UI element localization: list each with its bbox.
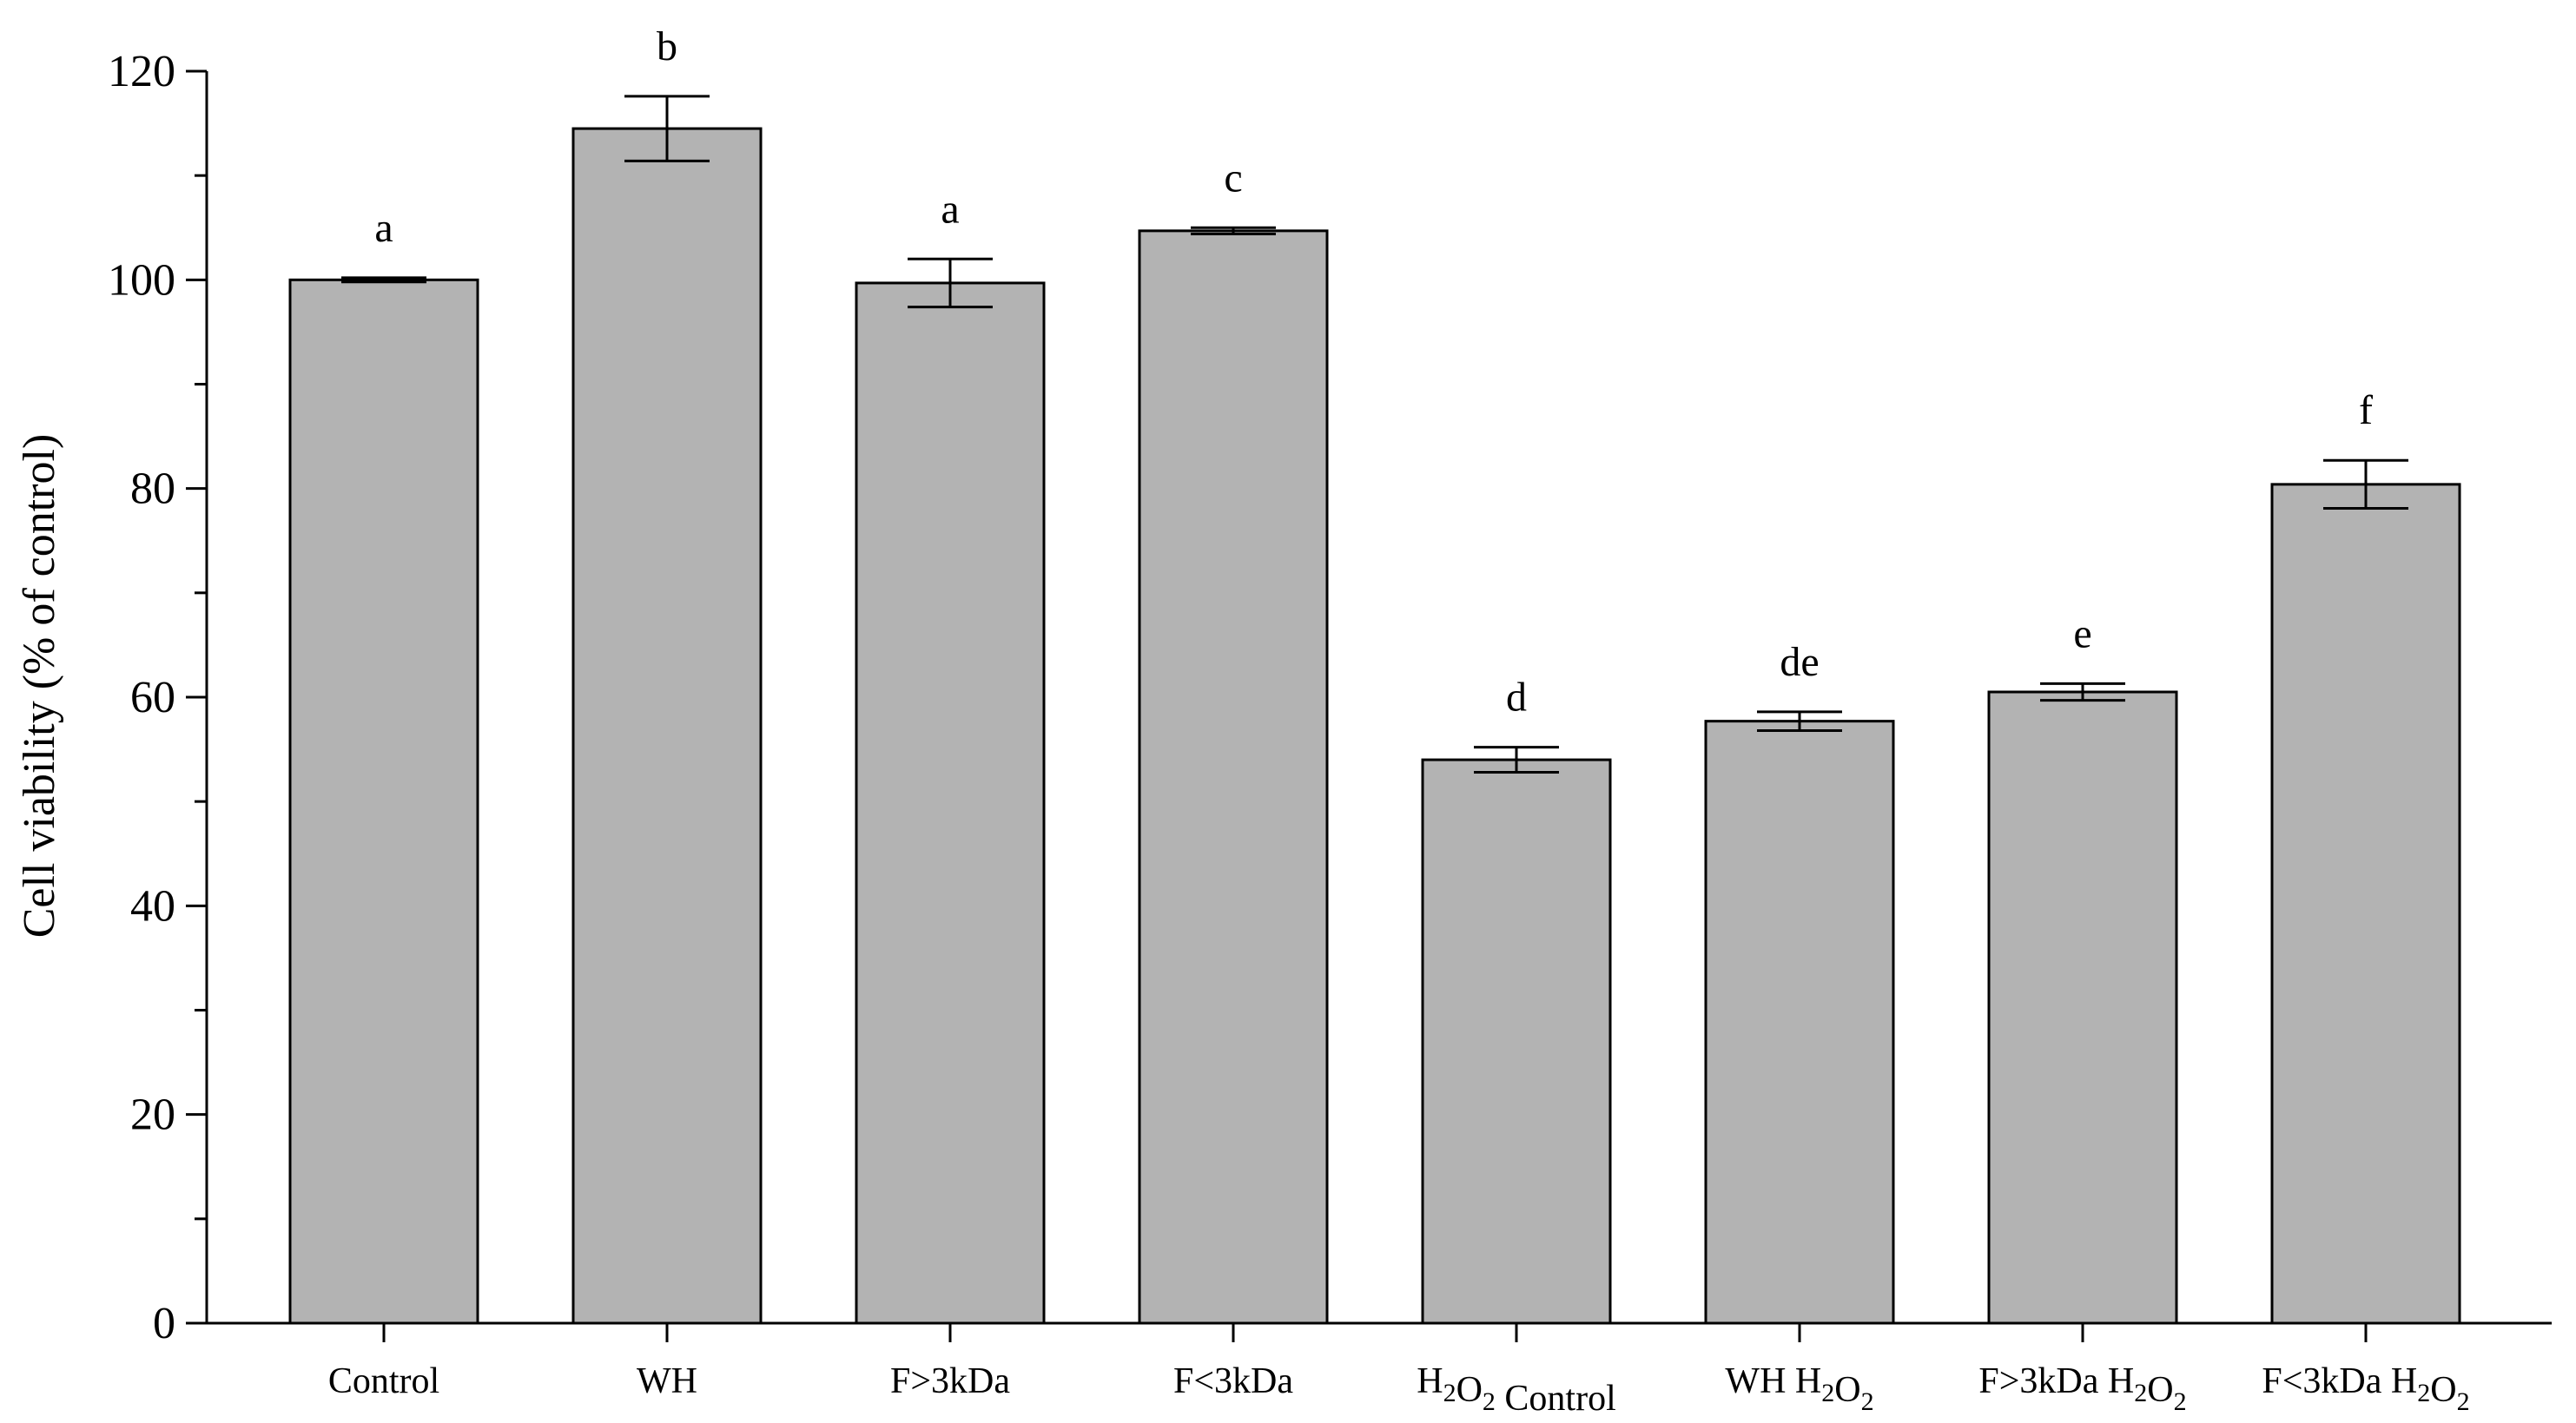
x-tick-label-1: Control <box>328 1361 439 1401</box>
significance-label-3: a <box>941 186 959 232</box>
x-tick-label-4: F<3kDa <box>1173 1361 1293 1401</box>
significance-label-7: e <box>2073 610 2091 656</box>
error-bar-1 <box>341 276 426 284</box>
x-tick-label-8: F<3kDa H2O2 <box>2262 1361 2469 1416</box>
x-tick-label-6: WH H2O2 <box>1725 1361 1873 1416</box>
x-tick-label-5: H2O2 Control <box>1417 1361 1616 1419</box>
significance-label-5: d <box>1506 675 1527 721</box>
bar-4 <box>1138 229 1329 1325</box>
significance-label-8: f <box>2359 387 2373 433</box>
error-bar-6 <box>1757 710 1842 732</box>
bar-6 <box>1704 720 1895 1325</box>
x-tick-label-3: F>3kDa <box>890 1361 1010 1401</box>
bar-5 <box>1421 758 1612 1325</box>
y-tick-label: 80 <box>130 464 175 514</box>
y-tick-label: 40 <box>130 881 175 931</box>
significance-label-6: de <box>1780 639 1819 685</box>
error-bar-7 <box>2040 682 2125 702</box>
bars-group <box>288 127 2461 1325</box>
error-bar-5 <box>1474 746 1559 774</box>
x-axis: Control WH F>3kDa F<3kDa H2O2 Control WH H2O2… <box>207 1321 2552 1419</box>
y-axis: 0 20 40 60 80 100 120 <box>108 47 208 1348</box>
significance-labels-group: a b a c d de e f <box>374 23 2373 721</box>
x-tick-label-7: F>3kDa H2O2 <box>1978 1361 2186 1416</box>
y-tick-label: 120 <box>108 47 175 96</box>
error-bars-group <box>341 95 2408 774</box>
error-bar-8 <box>2323 458 2408 510</box>
y-axis-title: Cell viability (% of control) <box>15 434 64 939</box>
significance-label-2: b <box>657 23 677 69</box>
bar-1 <box>288 278 479 1325</box>
error-bar-2 <box>624 95 710 162</box>
error-bar-4 <box>1191 226 1276 235</box>
bar-7 <box>1987 690 2178 1325</box>
y-tick-label: 100 <box>108 255 175 305</box>
bar-3 <box>855 281 1046 1325</box>
error-bar-3 <box>908 257 993 309</box>
bar-2 <box>571 127 763 1325</box>
x-tick-label-2: WH <box>637 1361 697 1401</box>
y-tick-label: 60 <box>130 673 175 722</box>
bar-8 <box>2270 483 2461 1325</box>
y-tick-label: 0 <box>153 1299 175 1348</box>
significance-label-4: c <box>1224 155 1242 201</box>
significance-label-1: a <box>374 205 393 251</box>
y-tick-label: 20 <box>130 1090 175 1140</box>
